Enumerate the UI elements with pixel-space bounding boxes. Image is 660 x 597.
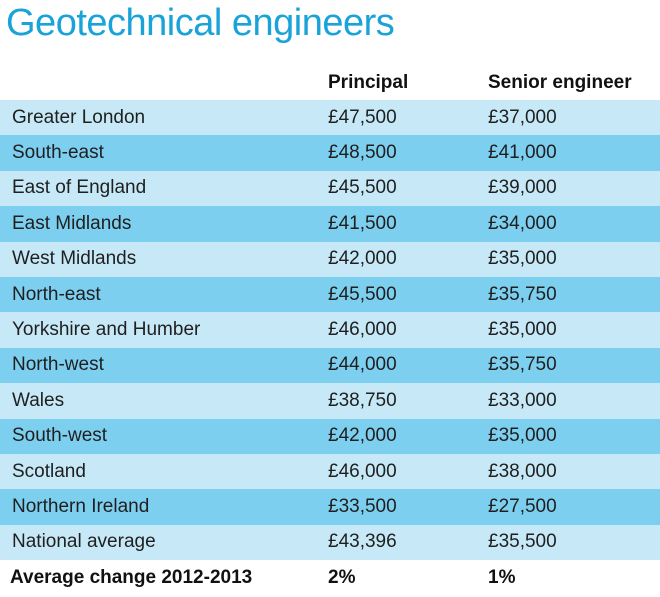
column-header-region [0,65,322,100]
senior-salary-cell: £35,000 [482,312,660,348]
table-row: East of England £45,500 £39,000 [0,170,660,207]
senior-salary-cell: £35,750 [482,276,660,313]
principal-salary-cell: £46,000 [322,312,482,348]
principal-salary-cell: £42,000 [322,418,482,454]
region-cell: West Midlands [0,241,322,277]
region-cell: North-west [0,347,322,384]
senior-salary-cell: £35,000 [482,241,660,277]
senior-salary-cell: £39,000 [482,170,660,207]
senior-salary-cell: £37,000 [482,100,660,136]
salary-table: Principal Senior engineer Greater London… [0,65,660,596]
region-cell: North-east [0,276,322,313]
principal-salary-cell: £48,500 [322,135,482,171]
summary-row: Average change 2012-2013 2% 1% [0,560,660,596]
principal-salary-cell: £43,396 [322,524,482,561]
table-row: Scotland £46,000 £38,000 [0,453,660,490]
region-cell: National average [0,524,322,561]
table-row: National average £43,396 £35,500 [0,524,660,561]
table-row: West Midlands £42,000 £35,000 [0,241,660,277]
principal-salary-cell: £44,000 [322,347,482,384]
region-cell: Wales [0,383,322,419]
summary-senior: 1% [482,560,660,596]
summary-label: Average change 2012-2013 [0,560,322,596]
table-row: North-east £45,500 £35,750 [0,276,660,313]
region-cell: Northern Ireland [0,489,322,525]
region-cell: Greater London [0,100,322,136]
senior-salary-cell: £33,000 [482,383,660,419]
principal-salary-cell: £46,000 [322,453,482,490]
table-row: East Midlands £41,500 £34,000 [0,206,660,242]
table-row: Northern Ireland £33,500 £27,500 [0,489,660,525]
summary-principal: 2% [322,560,482,596]
column-header-senior: Senior engineer [488,71,632,93]
principal-salary-cell: £45,500 [322,170,482,207]
region-cell: East Midlands [0,206,322,242]
senior-salary-cell: £38,000 [482,453,660,490]
table-row: Greater London £47,500 £37,000 [0,100,660,136]
table-row: South-east £48,500 £41,000 [0,135,660,171]
table-row: Wales £38,750 £33,000 [0,383,660,419]
senior-salary-cell: £27,500 [482,489,660,525]
principal-salary-cell: £42,000 [322,241,482,277]
table-header-row: Principal Senior engineer [0,65,660,100]
region-cell: South-west [0,418,322,454]
table-row: North-west £44,000 £35,750 [0,347,660,384]
senior-salary-cell: £41,000 [482,135,660,171]
table-row: South-west £42,000 £35,000 [0,418,660,454]
senior-salary-cell: £35,750 [482,347,660,384]
region-cell: South-east [0,135,322,171]
table-row: Yorkshire and Humber £46,000 £35,000 [0,312,660,348]
region-cell: East of England [0,170,322,207]
principal-salary-cell: £33,500 [322,489,482,525]
page-title: Geotechnical engineers [6,2,395,44]
principal-salary-cell: £47,500 [322,100,482,136]
principal-salary-cell: £41,500 [322,206,482,242]
senior-salary-cell: £34,000 [482,206,660,242]
senior-salary-cell: £35,500 [482,524,660,561]
principal-salary-cell: £38,750 [322,383,482,419]
column-header-principal: Principal [328,71,409,93]
principal-salary-cell: £45,500 [322,276,482,313]
region-cell: Yorkshire and Humber [0,312,322,348]
senior-salary-cell: £35,000 [482,418,660,454]
region-cell: Scotland [0,453,322,490]
